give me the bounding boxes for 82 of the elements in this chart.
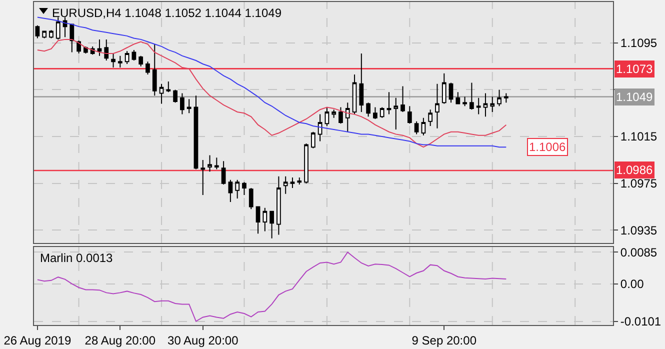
candlestick xyxy=(456,92,460,104)
candlestick xyxy=(442,72,446,104)
candlestick xyxy=(283,176,288,194)
candlestick xyxy=(97,38,102,56)
candlestick xyxy=(504,92,508,104)
candlestick xyxy=(118,55,122,68)
chart-title: Marlin 0.0013 xyxy=(40,251,114,265)
candlestick xyxy=(345,102,350,132)
ref-line-label: 1.1049 xyxy=(616,90,654,104)
candlestick xyxy=(180,92,184,115)
candlestick xyxy=(373,106,378,120)
candlestick xyxy=(104,38,109,61)
candlestick xyxy=(132,49,136,61)
line-series xyxy=(36,16,507,148)
candlestick xyxy=(338,106,343,124)
candlestick xyxy=(146,61,150,76)
annotation: 1.1006 xyxy=(529,140,566,154)
candlestick xyxy=(84,46,88,54)
candlestick xyxy=(138,55,144,67)
x-tick-label: 9 Sep 20:00 xyxy=(412,333,477,348)
candlestick xyxy=(380,106,384,118)
candlestick xyxy=(152,44,157,96)
candlestick xyxy=(186,98,192,114)
candlestick xyxy=(276,176,281,236)
candlestick xyxy=(194,95,198,170)
candlestick xyxy=(256,206,260,234)
candlestick xyxy=(310,131,316,149)
candlestick xyxy=(290,176,295,189)
candlestick xyxy=(208,154,212,172)
candlestick xyxy=(462,96,467,107)
candlestick xyxy=(42,30,47,39)
candlestick xyxy=(386,92,392,115)
candlestick xyxy=(359,52,364,112)
candlestick xyxy=(248,188,254,210)
x-tick-label: 26 Aug 2019 xyxy=(4,333,72,348)
candlestick xyxy=(497,89,502,107)
candlestick xyxy=(166,81,171,93)
candlestick xyxy=(400,86,405,112)
candlestick xyxy=(221,160,226,185)
candlestick xyxy=(448,82,454,104)
candlestick xyxy=(470,82,474,110)
candlestick xyxy=(476,97,481,115)
candlestick xyxy=(394,97,398,130)
y-tick-label: 0.0085 xyxy=(620,245,658,260)
candlestick xyxy=(173,89,178,104)
candlestick xyxy=(200,159,206,196)
candlestick xyxy=(421,117,426,136)
x-tick-label: 30 Aug 20:00 xyxy=(168,333,239,348)
candlestick xyxy=(428,109,433,127)
candlestick xyxy=(270,210,274,239)
candlestick xyxy=(435,83,440,129)
candlestick xyxy=(262,207,268,232)
candlestick xyxy=(414,120,419,135)
ref-line-label: 1.0986 xyxy=(616,163,654,177)
y-tick-label: 0.00 xyxy=(620,276,644,291)
candlestick xyxy=(214,157,219,170)
y-tick-label: -0.0101 xyxy=(620,314,662,328)
candlestick xyxy=(35,24,40,39)
candlestick xyxy=(366,102,370,118)
candlestick xyxy=(318,114,322,142)
y-tick-label: 1.1095 xyxy=(620,36,658,50)
candlestick xyxy=(332,109,336,118)
chart-title: EURUSD,H4 1.1048 1.1052 1.1044 1.1049 xyxy=(52,6,282,20)
y-tick-label: 1.0935 xyxy=(620,223,658,238)
candlestick xyxy=(228,179,233,203)
candlestick xyxy=(297,176,302,185)
y-tick-label: 1.1015 xyxy=(620,130,658,144)
candlestick xyxy=(124,50,130,64)
candlestick xyxy=(111,52,116,68)
candlestick xyxy=(304,143,308,184)
line-series xyxy=(36,38,507,148)
line-series xyxy=(36,252,507,322)
ref-line-label: 1.1073 xyxy=(616,62,654,76)
candlestick xyxy=(235,179,240,200)
candlestick xyxy=(62,16,68,38)
candlestick xyxy=(70,24,74,53)
x-tick-label: 28 Aug 20:00 xyxy=(84,333,156,348)
candlestick xyxy=(352,74,357,115)
candlestick xyxy=(483,92,488,118)
y-tick-label: 1.0975 xyxy=(620,176,658,191)
candlestick xyxy=(49,30,54,39)
candlestick xyxy=(56,16,60,40)
